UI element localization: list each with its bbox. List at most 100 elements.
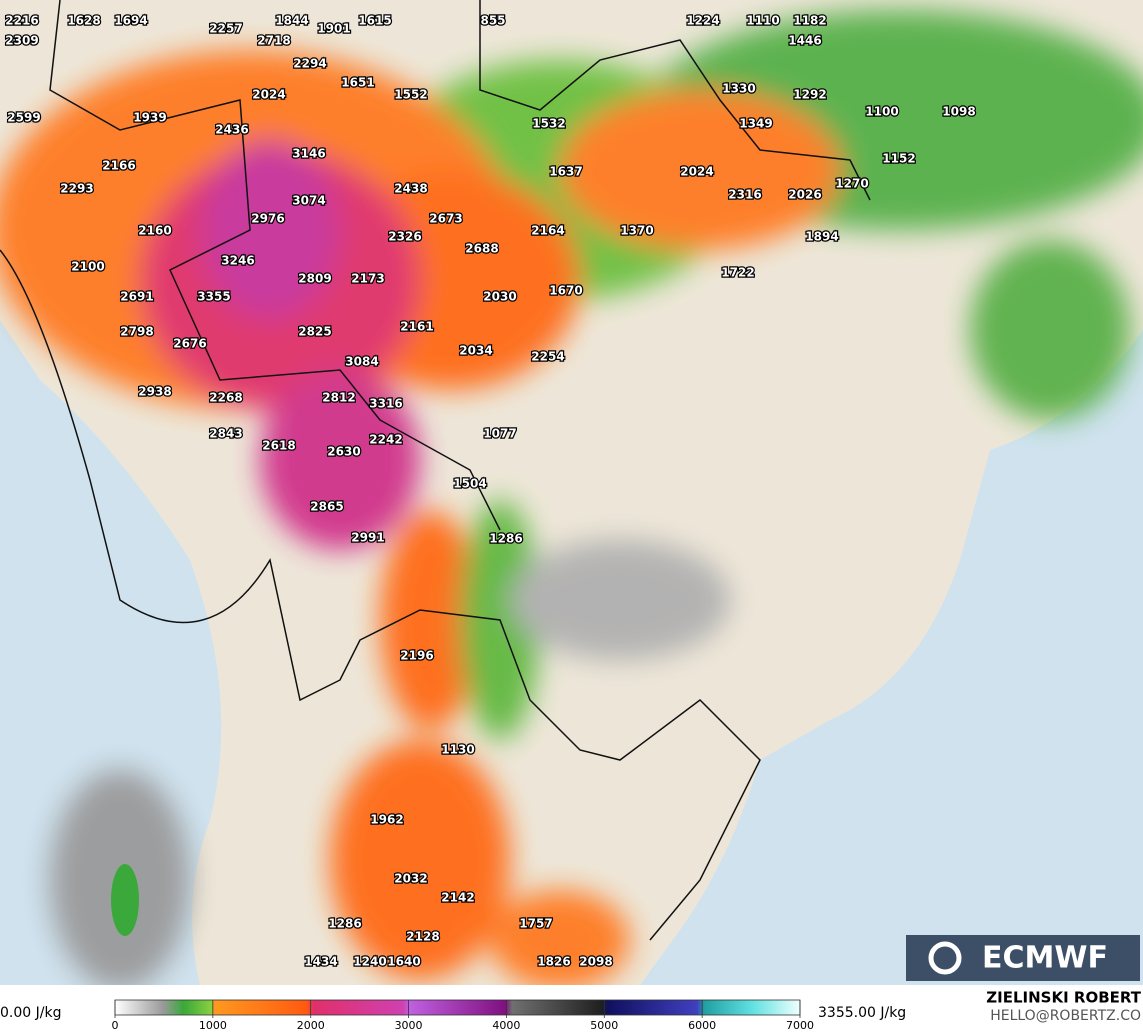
value-label: 1615 bbox=[358, 14, 391, 28]
value-labels: 2216 1628 1694 2257 1844 1901 1615 855 1224 1110 1… bbox=[4, 12, 977, 970]
colorbar-min: 0.00 J/kg bbox=[0, 1005, 61, 1021]
value-label: 1670 bbox=[549, 284, 582, 298]
value-label: 2809 bbox=[298, 272, 331, 286]
value-label: 2976 bbox=[251, 212, 284, 226]
value-label: 2991 bbox=[351, 531, 384, 545]
value-label: 2160 bbox=[138, 224, 171, 238]
value-label: 1628 bbox=[67, 14, 100, 28]
value-label: 3355 bbox=[197, 290, 230, 304]
value-label: 1504 bbox=[453, 477, 486, 491]
value-label: 2100 bbox=[71, 260, 104, 274]
value-label: 2161 bbox=[400, 320, 433, 334]
value-label: 2938 bbox=[138, 385, 171, 399]
value-label: 3074 bbox=[292, 194, 325, 208]
colorbar-tick-label: 7000 bbox=[786, 1019, 814, 1032]
value-label: 1240 bbox=[353, 955, 386, 969]
value-label: 2098 bbox=[579, 955, 612, 969]
value-label: 2166 bbox=[102, 159, 135, 173]
value-label: 1637 bbox=[549, 165, 582, 179]
value-label: 2294 bbox=[293, 57, 326, 71]
value-label: 2142 bbox=[441, 891, 474, 905]
colorbar-tick-label: 4000 bbox=[492, 1019, 520, 1032]
value-label: 1182 bbox=[793, 14, 826, 28]
value-label: 3146 bbox=[292, 147, 325, 161]
value-label: 2436 bbox=[215, 123, 248, 137]
contact: HELLO@ROBERTZ.CO bbox=[990, 1008, 1141, 1024]
value-label: 2326 bbox=[388, 230, 421, 244]
value-label: 2865 bbox=[310, 500, 343, 514]
colorbar-tick-label: 5000 bbox=[590, 1019, 618, 1032]
value-label: 1446 bbox=[788, 34, 821, 48]
value-label: 2825 bbox=[298, 325, 331, 339]
value-label: 1532 bbox=[532, 117, 565, 131]
value-label: 2024 bbox=[252, 88, 285, 102]
value-label: 1694 bbox=[114, 14, 147, 28]
value-label: 2812 bbox=[322, 391, 355, 405]
map-background bbox=[0, 0, 1143, 990]
colorbar-tick-label: 3000 bbox=[395, 1019, 423, 1032]
value-label: 2030 bbox=[483, 290, 516, 304]
value-label: 1110 bbox=[746, 14, 779, 28]
value-label: 1757 bbox=[519, 917, 552, 931]
value-label: 2034 bbox=[459, 344, 492, 358]
value-label: 2676 bbox=[173, 337, 206, 351]
value-label: 2032 bbox=[394, 872, 427, 886]
value-label: 2164 bbox=[531, 224, 564, 238]
value-label: 2254 bbox=[531, 350, 564, 364]
value-label: 2316 bbox=[728, 188, 761, 202]
value-label: 1152 bbox=[882, 152, 915, 166]
value-label: 3084 bbox=[345, 355, 378, 369]
value-label: 1962 bbox=[370, 813, 403, 827]
value-label: 1286 bbox=[489, 532, 522, 546]
value-label: 1651 bbox=[341, 76, 374, 90]
colorbar-tick-label: 1000 bbox=[199, 1019, 227, 1032]
colorbar-tick-label: 0 bbox=[112, 1019, 119, 1032]
value-label: 1098 bbox=[942, 105, 975, 119]
colorbar bbox=[114, 999, 801, 1016]
value-label: 2026 bbox=[788, 188, 821, 202]
value-label: 1722 bbox=[721, 266, 754, 280]
value-label: 1370 bbox=[620, 224, 653, 238]
value-label: 1077 bbox=[483, 427, 516, 441]
value-label: 1434 bbox=[304, 955, 337, 969]
colorbar-tick-label: 2000 bbox=[297, 1019, 325, 1032]
value-label: 1330 bbox=[722, 82, 755, 96]
value-label: 2688 bbox=[465, 242, 498, 256]
value-label: 1844 bbox=[275, 14, 308, 28]
value-label: 1130 bbox=[441, 743, 474, 757]
value-label: 2843 bbox=[209, 427, 242, 441]
value-label: 2242 bbox=[369, 433, 402, 447]
colorbar-max: 3355.00 J/kg bbox=[818, 1005, 906, 1021]
value-label: 2673 bbox=[429, 212, 462, 226]
value-label: 1894 bbox=[805, 230, 838, 244]
value-label: 2309 bbox=[5, 34, 38, 48]
value-label: 1349 bbox=[739, 117, 772, 131]
value-label: 2216 bbox=[5, 14, 38, 28]
logo-text: ECMWF bbox=[982, 941, 1108, 976]
value-label: 2438 bbox=[394, 182, 427, 196]
value-label: 1224 bbox=[686, 14, 719, 28]
value-label: 3316 bbox=[369, 397, 402, 411]
value-label: 1286 bbox=[328, 917, 361, 931]
value-label: 1901 bbox=[317, 22, 350, 36]
value-label: 2128 bbox=[406, 930, 439, 944]
value-label: 2257 bbox=[209, 22, 242, 36]
value-label: 1270 bbox=[835, 177, 868, 191]
value-label: 2630 bbox=[327, 445, 360, 459]
value-label: 1640 bbox=[387, 955, 420, 969]
value-label: 3246 bbox=[221, 254, 254, 268]
colorbar-tick-label: 6000 bbox=[688, 1019, 716, 1032]
logo: ECMWF bbox=[906, 935, 1140, 981]
value-label: 2798 bbox=[120, 325, 153, 339]
value-label: 2691 bbox=[120, 290, 153, 304]
value-label: 1100 bbox=[865, 105, 898, 119]
value-label: 1292 bbox=[793, 88, 826, 102]
value-label: 855 bbox=[480, 14, 505, 28]
value-label: 2196 bbox=[400, 649, 433, 663]
author: ZIELINSKI ROBERT bbox=[986, 989, 1141, 1007]
value-label: 2173 bbox=[351, 272, 384, 286]
value-label: 2618 bbox=[262, 439, 295, 453]
value-label: 2718 bbox=[257, 34, 290, 48]
value-label: 2599 bbox=[7, 111, 40, 125]
